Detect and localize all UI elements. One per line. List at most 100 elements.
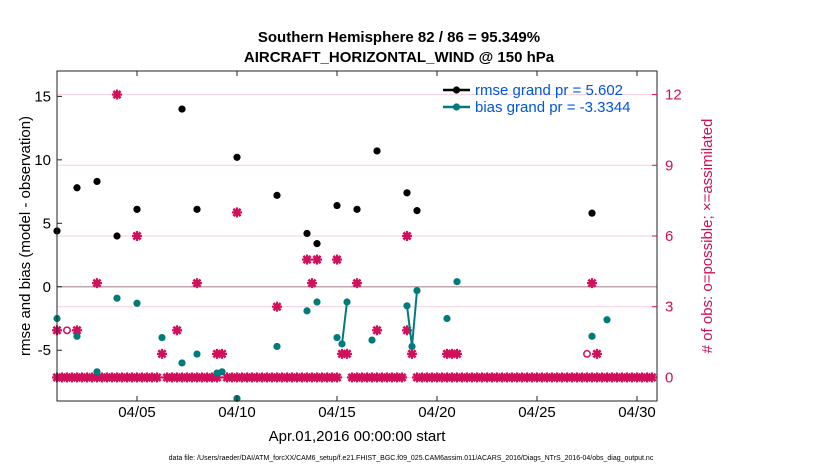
legend-bias-marker: [452, 103, 461, 111]
bias-point: [338, 340, 346, 348]
bias-point: [158, 333, 166, 342]
y-tick-label: 15: [34, 88, 51, 105]
bias-point: [93, 368, 101, 376]
x-tick-label: 04/15: [318, 404, 356, 421]
bias-point: [368, 336, 376, 344]
obs-assimilated-point: [332, 372, 342, 383]
bias-point: [193, 350, 201, 358]
y-tick-label: -5: [38, 342, 51, 359]
bias-point: [73, 332, 81, 340]
bias-line-segment: [406, 290, 418, 347]
x-tick-label: 04/30: [618, 404, 656, 421]
rmse-point: [193, 205, 201, 213]
y2-tick-label: 9: [665, 157, 673, 174]
bias-line-segment: [341, 301, 348, 345]
bias-point: [303, 307, 311, 315]
obs-assimilated-point: [192, 278, 202, 289]
rmse-point: [373, 147, 381, 155]
x-tick-label: 04/05: [118, 404, 156, 421]
obs-assimilated-point: [397, 372, 407, 383]
rmse-point: [273, 191, 281, 199]
legend-rmse-marker: [452, 86, 461, 94]
obs-assimilated-point: [152, 372, 162, 383]
footer-data-file: data file: /Users/raeder/DAI/ATM_forcXX/…: [169, 455, 654, 462]
obs-assimilated-point: [407, 348, 417, 359]
grid-lines: [57, 94, 657, 378]
rmse-point: [313, 240, 321, 248]
obs-assimilated-point: [172, 325, 182, 336]
obs-assimilated-point: [592, 348, 602, 359]
obs-assimilated-point: [452, 348, 462, 359]
rmse-point: [333, 201, 341, 210]
obs-assimilated-point: [402, 231, 412, 241]
rmse-point: [133, 205, 141, 213]
legend-bias-label: bias grand pr = -3.3344: [475, 99, 631, 116]
rmse-point: [73, 184, 81, 192]
rmse-point: [303, 229, 311, 238]
rmse-point: [113, 232, 121, 240]
bias-point: [178, 359, 186, 367]
chart-title: Southern Hemisphere 82 / 86 = 95.349%: [258, 29, 540, 46]
x-axis: 04/05 04/10 04/15 04/20 04/25 04/30: [118, 71, 656, 421]
rmse-point: [93, 177, 101, 186]
obs-assimilated-point: [352, 278, 362, 289]
obs-assimilated-point: [302, 254, 312, 265]
y2-tick-label: 3: [665, 299, 673, 316]
obs-assimilated-point: [72, 325, 82, 336]
y2-tick-label: 12: [665, 87, 682, 104]
obs-assimilated-point: [342, 348, 352, 359]
bias-point: [413, 286, 421, 295]
bias-point: [408, 342, 416, 351]
rmse-point: [588, 209, 596, 217]
x-tick-label: 04/25: [518, 404, 556, 421]
y-axis-left: -5 0 5 10 15: [34, 88, 62, 359]
rmse-point: [178, 105, 186, 113]
obs-assimilated-point: [217, 348, 227, 359]
rmse-point: [353, 205, 361, 213]
obs-assimilated-point: [307, 278, 317, 289]
rmse-point: [233, 153, 241, 161]
obs-assimilated-point: [157, 348, 167, 359]
y2-tick-label: 6: [665, 228, 673, 245]
legend-rmse-label: rmse grand pr = 5.602: [475, 82, 623, 99]
obs-assimilated-point: [312, 254, 322, 265]
x-tick-label: 04/10: [218, 404, 256, 421]
bias-point: [133, 299, 141, 307]
y2-tick-label: 0: [665, 369, 673, 386]
y-tick-label: 5: [43, 215, 51, 232]
x-tick-label: 04/20: [418, 404, 456, 421]
obs-assimilated-point: [587, 278, 597, 289]
y-tick-label: 10: [34, 152, 51, 169]
obs-assimilated-point: [92, 278, 102, 289]
obs-assimilated-point: [372, 325, 382, 336]
obs-assimilated-point: [132, 231, 142, 241]
bias-point: [113, 294, 121, 302]
bias-point: [588, 332, 596, 340]
bias-point: [218, 368, 226, 376]
obs-assimilated-point: [112, 89, 122, 100]
bias-point: [333, 333, 341, 342]
bias-point: [273, 342, 281, 351]
bias-point: [343, 298, 351, 306]
bias-point: [313, 298, 321, 306]
chart-subtitle: AIRCRAFT_HORIZONTAL_WIND @ 150 hPa: [244, 49, 555, 66]
obs-possible-point: [583, 349, 591, 358]
legend: rmse grand pr = 5.602 bias grand pr = -3…: [443, 82, 631, 116]
obs-assimilated-point: [232, 207, 242, 218]
obs-assimilated-point: [332, 254, 342, 265]
plot-area: [52, 89, 657, 403]
obs-possible-point: [63, 326, 71, 335]
y-axis-right: 0 3 6 9 12: [652, 87, 682, 386]
x-axis-label: Apr.01,2016 00:00:00 start: [269, 428, 447, 445]
bias-point: [453, 278, 461, 286]
bias-point: [603, 316, 611, 324]
bias-point: [443, 314, 451, 323]
y-axis-label: rmse and bias (model - observation): [17, 116, 34, 356]
y2-axis-label: # of obs: o=possible; ×=assimilated: [699, 119, 716, 354]
y-tick-label: 0: [43, 279, 51, 296]
obs-assimilated-point: [272, 301, 282, 312]
rmse-point: [403, 189, 411, 197]
bias-point: [403, 302, 411, 310]
rmse-point: [413, 207, 421, 215]
